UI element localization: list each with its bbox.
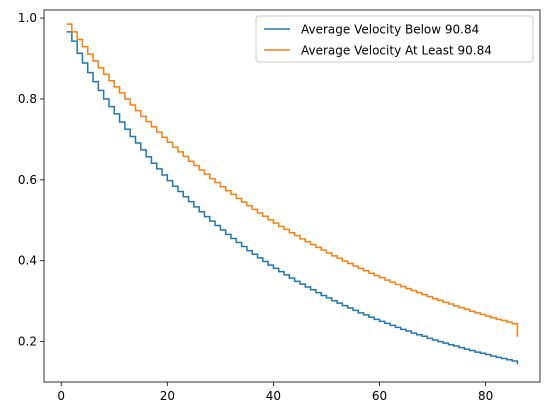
legend: Average Velocity Below 90.84 Average Velo… — [256, 16, 533, 62]
y-tick-label: 0.4 — [18, 254, 37, 268]
x-tick-label: 0 — [57, 389, 65, 403]
y-tick-label: 0.6 — [18, 173, 37, 187]
x-tick-label: 20 — [160, 389, 175, 403]
y-tick-label: 0.8 — [18, 92, 37, 106]
x-tick-label: 80 — [478, 389, 493, 403]
y-tick-label: 1.0 — [18, 11, 37, 25]
legend-label-1: Average Velocity Below 90.84 — [301, 23, 479, 37]
x-tick-label: 40 — [266, 389, 281, 403]
legend-label-2: Average Velocity At Least 90.84 — [301, 44, 492, 58]
x-tick-label: 60 — [372, 389, 387, 403]
plot-area — [44, 10, 540, 382]
y-tick-label: 0.2 — [18, 335, 37, 349]
